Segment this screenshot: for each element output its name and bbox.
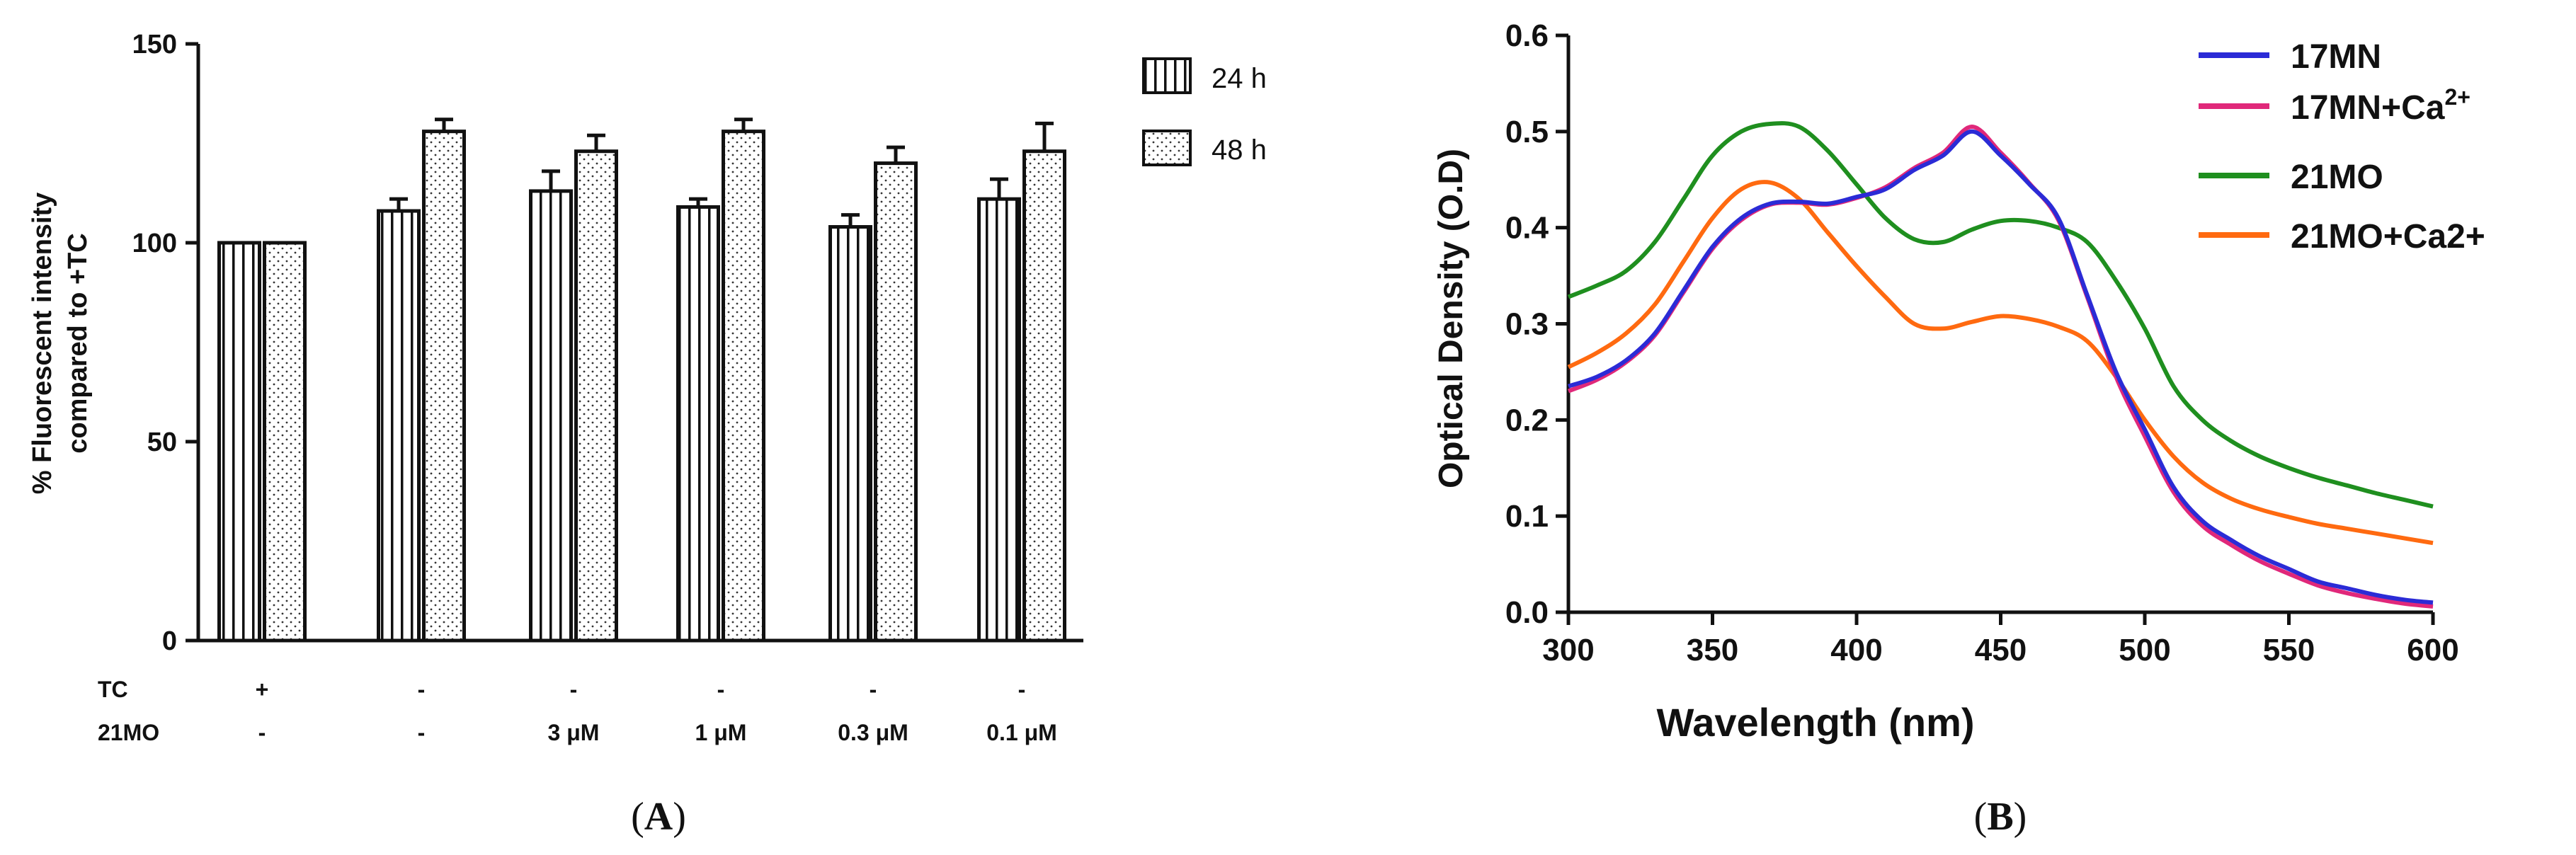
panel-a-caption: (A)	[631, 795, 686, 839]
panel-a-bar-chart: 0 50 100 150 + - - - - 3 μM - 1 μM - 0.3 μM - 0.1 μM %…	[28, 30, 1267, 839]
bar-24h-group-1	[217, 241, 261, 643]
panel-a-bars	[217, 117, 1066, 643]
group-tc-label: -	[418, 677, 426, 702]
group-21mo-label: 0.3 μM	[838, 720, 908, 745]
panel-b-series	[1567, 121, 2434, 609]
group-tc-label: -	[717, 677, 725, 702]
panel-a-ytick-label: 50	[147, 428, 177, 457]
panel-a-ytick-label: 0	[162, 626, 177, 656]
bar-24h-group-6	[977, 197, 1021, 643]
panel-b-ytick-label: 0.3	[1505, 307, 1549, 342]
series-line-17mn-ca	[1567, 125, 2434, 609]
bar-48h-group-5	[874, 161, 918, 643]
group-tc-label: +	[256, 677, 269, 702]
panel-b-ytick-label: 0.6	[1505, 18, 1549, 53]
panel-b-xtick-label: 300	[1542, 633, 1594, 667]
group-tc-label: -	[570, 677, 578, 702]
panel-a-group-labels: + - - - - 3 μM - 1 μM - 0.3 μM - 0.1 μM	[256, 677, 1057, 745]
row-label-tc: TC	[98, 677, 128, 702]
panel-b-ytick-label: 0.0	[1505, 595, 1549, 630]
series-line-17mn	[1568, 129, 2434, 605]
bar-48h-group-3	[574, 149, 618, 643]
panel-b-ytick-label: 0.2	[1505, 403, 1549, 437]
legend-swatch-24h	[1142, 57, 1192, 94]
group-tc-label: -	[1018, 677, 1026, 702]
group-21mo-label: 1 μM	[695, 720, 747, 745]
panel-b-ytick-label: 0.5	[1505, 115, 1549, 149]
panel-b-xtick-label: 450	[1975, 633, 2027, 667]
group-21mo-label: -	[258, 720, 266, 745]
bar-48h-group-4	[722, 130, 765, 643]
series-line-21mo	[1567, 121, 2434, 509]
panel-b-xlabel: Wavelength (nm)	[1656, 700, 1974, 745]
panel-b-xtick-label: 350	[1687, 633, 1738, 667]
panel-b-ytick-label: 0.4	[1505, 211, 1549, 246]
series-line-21mo-ca2-	[1567, 180, 2434, 546]
panel-b-xtick-label: 550	[2263, 633, 2315, 667]
panel-a-ytick-label: 150	[132, 30, 177, 59]
row-label-21mo: 21MO	[98, 720, 159, 745]
legend-swatch-48h	[1142, 130, 1192, 166]
legend-label-17mn-ca: 17MN+Ca2+	[2291, 84, 2470, 127]
bar-48h-group-1	[263, 241, 307, 643]
bar-48h-group-6	[1022, 149, 1066, 643]
legend-label-21mo-ca: 21MO+Ca2+	[2291, 218, 2485, 256]
legend-label-48h: 48 h	[1212, 134, 1267, 166]
legend-label-24h: 24 h	[1212, 63, 1267, 94]
group-21mo-label: 3 μM	[548, 720, 600, 745]
bar-48h-group-2	[422, 130, 466, 643]
legend: 24 h 48 h	[1142, 57, 1267, 166]
bar-24h-group-2	[377, 209, 421, 643]
panel-b-xtick-label: 400	[1830, 633, 1882, 667]
panel-b-xtick-label: 600	[2407, 633, 2458, 667]
legend-label-17mn: 17MN	[2291, 38, 2381, 76]
panel-a-ytick-label: 100	[132, 229, 177, 258]
group-21mo-label: 0.1 μM	[986, 720, 1057, 745]
group-21mo-label: -	[418, 720, 426, 745]
panel-b-legend: 17MN 17MN+Ca2+ 21MO 21MO+Ca2+	[2199, 38, 2485, 256]
panel-a-ylabel-line1: % Fluorescent intensity	[28, 193, 57, 495]
panel-a-axes	[196, 44, 1083, 643]
panel-b-xtick-label: 500	[2119, 633, 2170, 667]
bar-24h-group-3	[529, 189, 573, 643]
panel-b-ticks: 0.0 0.1 0.2 0.3 0.4 0.5 0.6 300 350 400 450 500 550 6…	[1505, 18, 2459, 667]
panel-a-ticks: 0 50 100 150	[132, 30, 198, 656]
panel-b-ytick-label: 0.1	[1505, 499, 1549, 534]
panel-b-ylabel: Optical Density (O.D)	[1432, 149, 1470, 488]
legend-label-21mo: 21MO	[2291, 159, 2383, 196]
bar-24h-group-4	[676, 205, 720, 643]
group-tc-label: -	[870, 677, 877, 702]
panel-b-caption: (B)	[1974, 795, 2027, 839]
panel-b-line-chart: 0.0 0.1 0.2 0.3 0.4 0.5 0.6 300 350 400 450 500 550 6…	[1432, 18, 2485, 839]
bar-24h-group-5	[828, 225, 872, 643]
panel-a-ylabel-line2: compared to +TC	[63, 233, 93, 453]
